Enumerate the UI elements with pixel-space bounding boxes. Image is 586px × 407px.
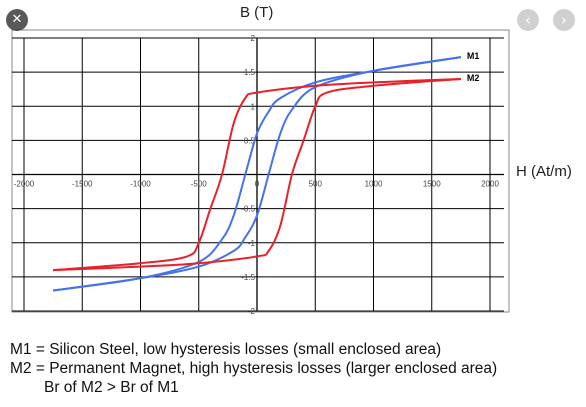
x-tick-label: 2000 [481, 180, 499, 189]
y-tick-label: -1 [248, 239, 256, 248]
x-axis-title: H (At/m) [516, 163, 572, 180]
y-tick-label: -0.5 [241, 205, 255, 214]
caption-m1: M1 = Silicon Steel, low hysteresis losse… [10, 341, 441, 359]
previous-image-button[interactable]: ‹ [517, 9, 539, 31]
x-tick-label: -1500 [72, 180, 93, 189]
x-tick-label: 0 [255, 180, 260, 189]
y-tick-label: 2 [251, 34, 256, 43]
next-image-button[interactable]: › [553, 9, 575, 31]
m2-series-label: M2 [467, 73, 480, 83]
caption-br-comparison: Br of M2 > Br of M1 [44, 379, 179, 397]
x-tick-label: -2000 [14, 180, 35, 189]
y-tick-label: 1.5 [244, 68, 256, 77]
y-tick-label: -1.5 [241, 273, 255, 282]
y-tick-label: 1 [251, 102, 256, 111]
hysteresis-chart: -2000 -1500 -1000 -500 0 500 1000 1500 2000 2 1.5 1… [0, 0, 586, 330]
m1-series-label: M1 [467, 51, 480, 61]
close-button[interactable]: ✕ [6, 9, 28, 31]
y-tick-label: -2 [248, 307, 256, 316]
x-tick-label: 500 [309, 180, 323, 189]
x-tick-label: 1000 [365, 180, 383, 189]
caption-m2: M2 = Permanent Magnet, high hysteresis l… [10, 360, 497, 378]
x-tick-label: 1500 [423, 180, 441, 189]
x-tick-label: -500 [191, 180, 208, 189]
x-tick-label: -1000 [130, 180, 151, 189]
y-axis-title: B (T) [240, 4, 273, 21]
